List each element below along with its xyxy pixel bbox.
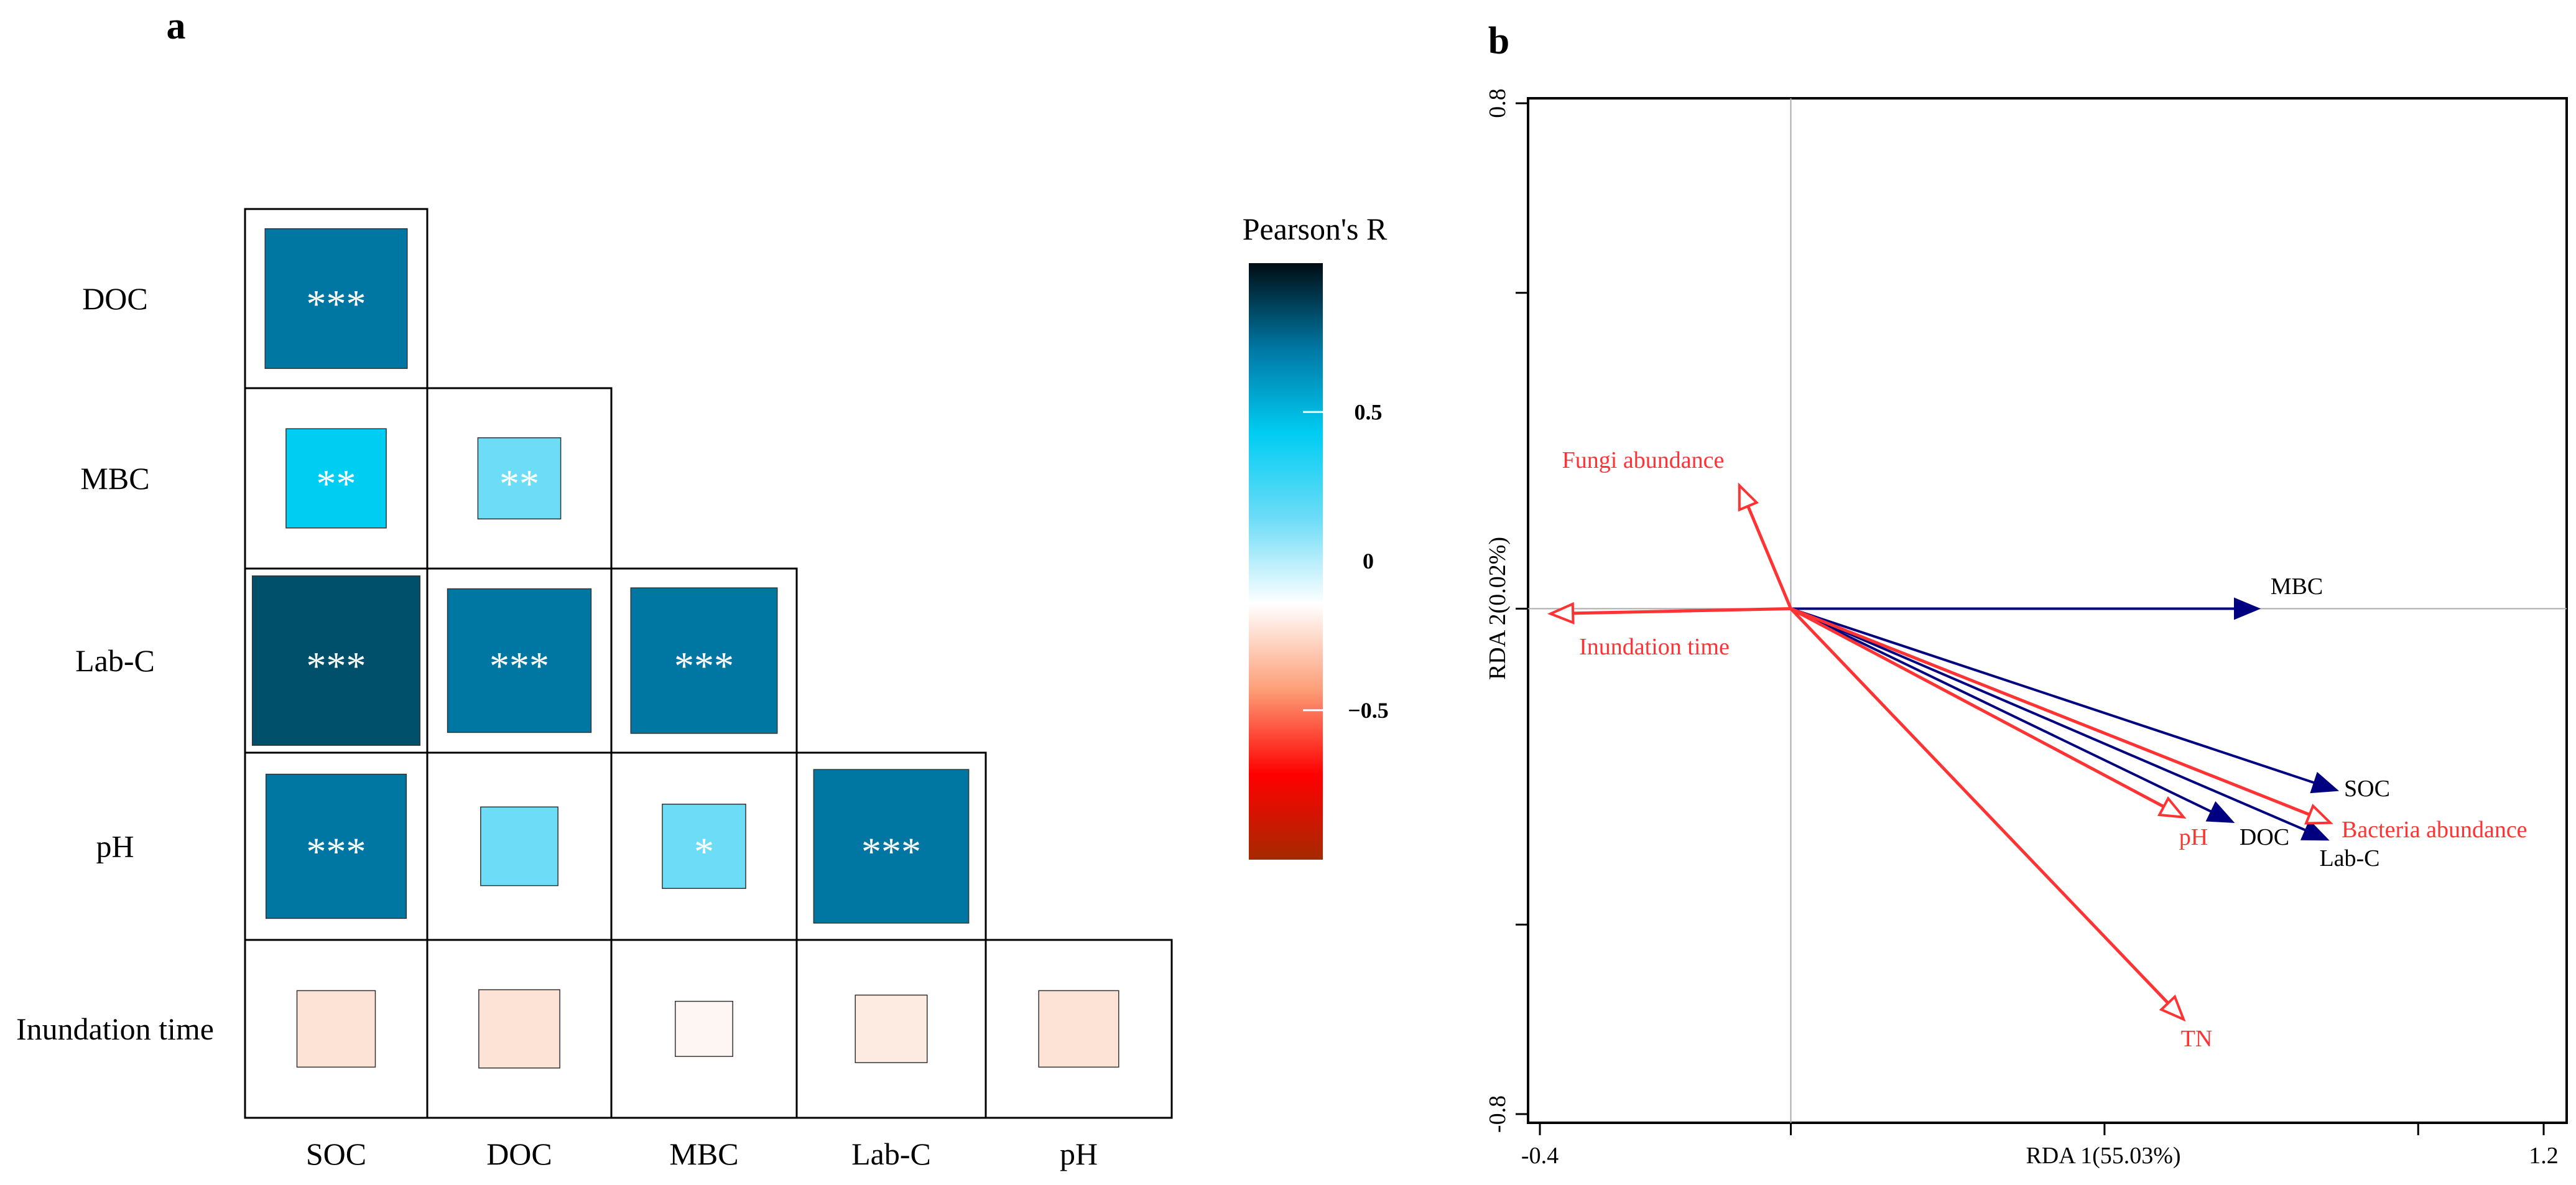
arrow-label: Fungi abundance <box>1562 447 1725 473</box>
significance-stars: * <box>694 830 714 874</box>
plot-frame <box>1527 97 2568 1124</box>
y-tick-label: 0.8 <box>1485 88 1511 118</box>
row-label: MBC <box>80 461 149 496</box>
arrowhead-icon <box>2300 819 2330 841</box>
significance-stars: *** <box>489 644 549 688</box>
arrow-ph <box>1790 607 2165 808</box>
significance-stars: *** <box>861 830 921 874</box>
arrowhead-icon <box>2159 994 2186 1022</box>
correlation-heatmap: DOC MBC Lab-C pH Inundation time SOC DOC MBC Lab… <box>16 208 1173 1171</box>
correlation-square <box>265 773 407 919</box>
correlation-square <box>675 1000 733 1057</box>
arrow-label: SOC <box>2344 776 2390 802</box>
correlation-square <box>296 990 376 1068</box>
arrowhead-icon <box>2157 796 2187 819</box>
row-label: DOC <box>82 281 148 316</box>
arrow-label: Inundation time <box>1579 634 1730 660</box>
correlation-square <box>285 428 387 529</box>
significance-stars: ** <box>317 462 356 506</box>
significance-stars: *** <box>307 644 366 688</box>
arrow-inundation-time <box>1573 607 1791 615</box>
column-label: pH <box>1060 1136 1098 1171</box>
column-label: MBC <box>669 1136 738 1171</box>
correlation-square <box>630 587 778 734</box>
row-label: Lab-C <box>75 643 155 678</box>
colorbar-tick-label: 0 <box>1363 549 1374 574</box>
row-label: Inundation time <box>16 1011 214 1046</box>
colorbar-tick-label: 0.5 <box>1355 399 1383 424</box>
correlation-square <box>855 994 928 1064</box>
colorbar <box>1249 263 1323 860</box>
significance-stars: *** <box>307 282 366 326</box>
panel-b-label: b <box>1488 20 1509 62</box>
significance-stars: *** <box>674 644 734 688</box>
correlation-square <box>480 806 558 886</box>
correlation-square <box>447 588 592 733</box>
arrowhead-icon <box>2304 804 2333 825</box>
arrow-label: TN <box>2181 1026 2213 1052</box>
arrow-label: MBC <box>2271 574 2323 600</box>
arrow-label: DOC <box>2240 824 2289 850</box>
arrow-fungi-abundance <box>1746 505 1792 610</box>
arrow-label: Bacteria abundance <box>2342 817 2527 843</box>
y-tick-label: -0.8 <box>1485 1095 1511 1133</box>
arrow-label: Lab-C <box>2319 845 2379 871</box>
correlation-square <box>813 769 970 924</box>
arrow-lab-c <box>1790 607 2307 832</box>
row-label: pH <box>96 829 134 864</box>
correlation-square <box>251 575 421 746</box>
panel-a-label: a <box>167 5 186 47</box>
arrow-bacteria-abundance <box>1790 607 2310 816</box>
column-label: SOC <box>306 1136 366 1171</box>
significance-stars: *** <box>307 830 366 874</box>
significance-stars: ** <box>499 462 539 506</box>
arrow-tn <box>1789 607 2169 1005</box>
correlation-square <box>264 228 408 369</box>
column-label: Lab-C <box>851 1136 931 1171</box>
correlation-square <box>478 989 560 1069</box>
x-axis-label: RDA 1(55.03%) <box>2026 1143 2180 1169</box>
arrowhead-icon <box>2310 771 2340 794</box>
arrowhead-icon <box>2205 801 2235 824</box>
arrow-soc <box>1790 607 2315 784</box>
colorbar-legend: Pearson's R 0.5 0 −0.5 <box>1243 211 1389 860</box>
arrowhead-icon <box>1738 482 1759 512</box>
arrow-doc <box>1790 607 2213 813</box>
correlation-square <box>1038 990 1119 1068</box>
arrow-label: pH <box>2179 824 2208 850</box>
column-label: DOC <box>486 1136 552 1171</box>
y-axis-label: RDA 2(0.02%) <box>1485 537 1511 680</box>
colorbar-title: Pearson's R <box>1243 211 1388 246</box>
arrowhead-icon <box>2234 597 2261 620</box>
arrowhead-icon <box>1547 602 1575 625</box>
x-tick-label: 1.2 <box>2529 1143 2559 1169</box>
heatmap-cell-border <box>985 939 1173 1119</box>
x-tick-label: -0.4 <box>1521 1143 1559 1169</box>
colorbar-tick-label: −0.5 <box>1348 698 1389 723</box>
correlation-square <box>662 804 746 889</box>
correlation-square <box>477 437 562 519</box>
